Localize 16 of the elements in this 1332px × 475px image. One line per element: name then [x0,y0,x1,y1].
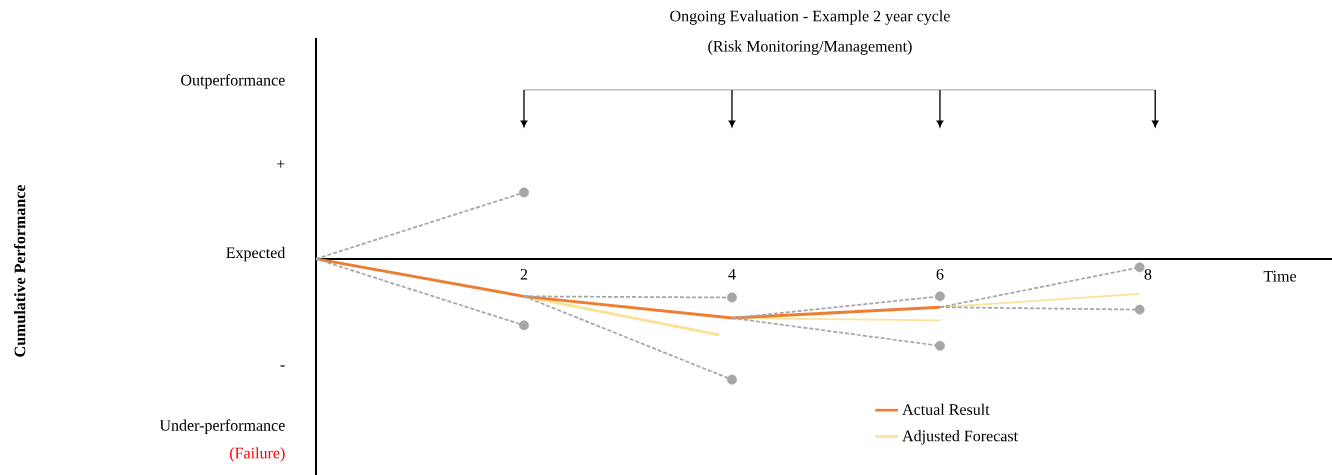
text: Expected [226,246,286,262]
x-tick-label: 8 [1144,268,1152,280]
text: Outperformance [181,74,285,89]
text: Under-performance [159,419,285,435]
chart-title: Ongoing Evaluation - Example 2 year cycle [670,10,950,25]
x-tick-label: 4 [728,268,736,280]
text: (Failure) [230,447,285,462]
chart-subtitle: (Risk Monitoring/Management) [708,40,912,55]
text: - [280,365,285,367]
text: Cumulative Performance [13,184,26,357]
text: + [277,160,285,168]
x-tick-label: 6 [936,268,944,280]
legend-label: Actual Result [902,403,990,415]
legend-label: Adjusted Forecast [902,430,1018,445]
x-axis-title: Time [1263,270,1297,282]
x-tick-label: 2 [520,268,528,280]
